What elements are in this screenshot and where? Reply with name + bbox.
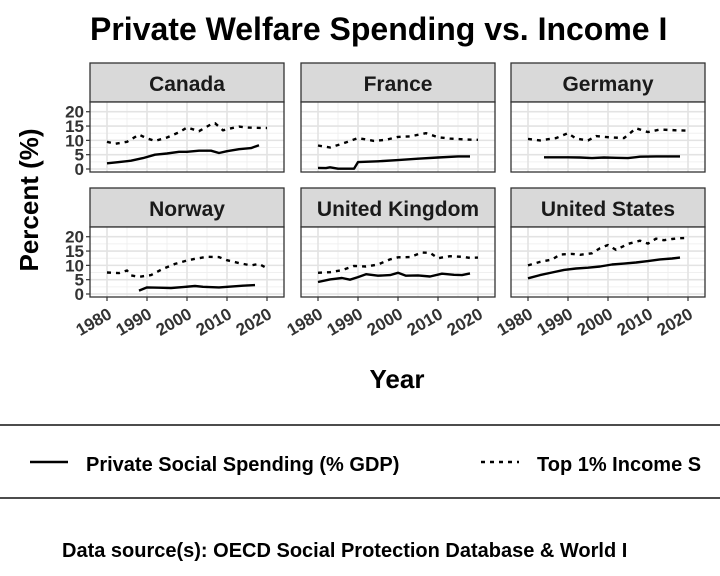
facet-label: Canada [149, 73, 225, 96]
x-tick-label: 2010 [614, 304, 656, 339]
facet-label: Norway [149, 198, 225, 221]
caption: Data source(s): OECD Social Protection D… [62, 540, 627, 562]
facet-label: France [364, 73, 433, 96]
x-tick-label: 1990 [534, 304, 576, 339]
plot-area [300, 101, 496, 173]
series-line-spending [527, 256, 681, 280]
facet-label: United Kingdom [317, 198, 479, 221]
x-tick-label: 2000 [364, 304, 406, 339]
series-line-spending [544, 155, 680, 160]
panel-border [89, 101, 285, 173]
legend-label-top1: Top 1% Income S [537, 454, 701, 476]
facet-strip [510, 187, 706, 228]
series-line-spending [317, 155, 470, 170]
series-line-top1 [317, 132, 479, 149]
series-line-top1 [527, 127, 689, 142]
y-tick-label: 20 [65, 103, 84, 122]
legend-label-spending: Private Social Spending (% GDP) [86, 454, 399, 476]
y-tick-label: 15 [65, 117, 84, 136]
y-tick-label: 0 [75, 160, 84, 179]
y-tick-label: 20 [65, 228, 84, 247]
facet-strip [510, 62, 706, 103]
y-tick-label: 0 [75, 285, 84, 304]
x-tick-label: 1980 [494, 304, 536, 339]
x-axis-title: Year [370, 364, 425, 394]
panel-border [510, 101, 706, 173]
x-tick-label: 2020 [654, 304, 696, 339]
x-tick-label: 2000 [574, 304, 616, 339]
plot-area [510, 101, 706, 173]
facet-strip [300, 187, 496, 228]
series-line-top1 [106, 122, 268, 145]
x-tick-label: 1990 [113, 304, 155, 339]
y-tick-label: 10 [65, 131, 84, 150]
y-tick-label: 5 [75, 271, 84, 290]
x-tick-label: 1990 [324, 304, 366, 339]
series-line-spending [138, 283, 256, 292]
x-tick-label: 2020 [444, 304, 486, 339]
facet-strip [89, 187, 285, 228]
series-line-top1 [317, 251, 479, 274]
facet-label: Germany [562, 73, 653, 96]
y-tick-label: 10 [65, 256, 84, 275]
series-line-spending [317, 271, 471, 284]
x-tick-label: 2020 [233, 304, 275, 339]
panel-germany: Germany [510, 62, 706, 173]
x-tick-label: 2010 [193, 304, 235, 339]
y-axis-title: Percent (%) [14, 128, 44, 271]
legend: Private Social Spending (% GDP) Top 1% In… [0, 424, 720, 499]
series-line-top1 [527, 236, 689, 267]
facet-strip [300, 62, 496, 103]
y-tick-label: 5 [75, 146, 84, 165]
facet-label: United States [541, 198, 675, 221]
x-tick-label: 1980 [73, 304, 115, 339]
x-tick-label: 1980 [284, 304, 326, 339]
chart-title: Private Welfare Spending vs. Income I [90, 11, 667, 47]
panel-france: France [300, 62, 496, 173]
facet-strip [89, 62, 285, 103]
series-line-spending [106, 144, 260, 165]
x-tick-label: 2010 [404, 304, 446, 339]
legend-box [0, 424, 720, 499]
y-tick-label: 15 [65, 242, 84, 261]
panel-border [300, 101, 496, 173]
x-tick-label: 2000 [153, 304, 195, 339]
